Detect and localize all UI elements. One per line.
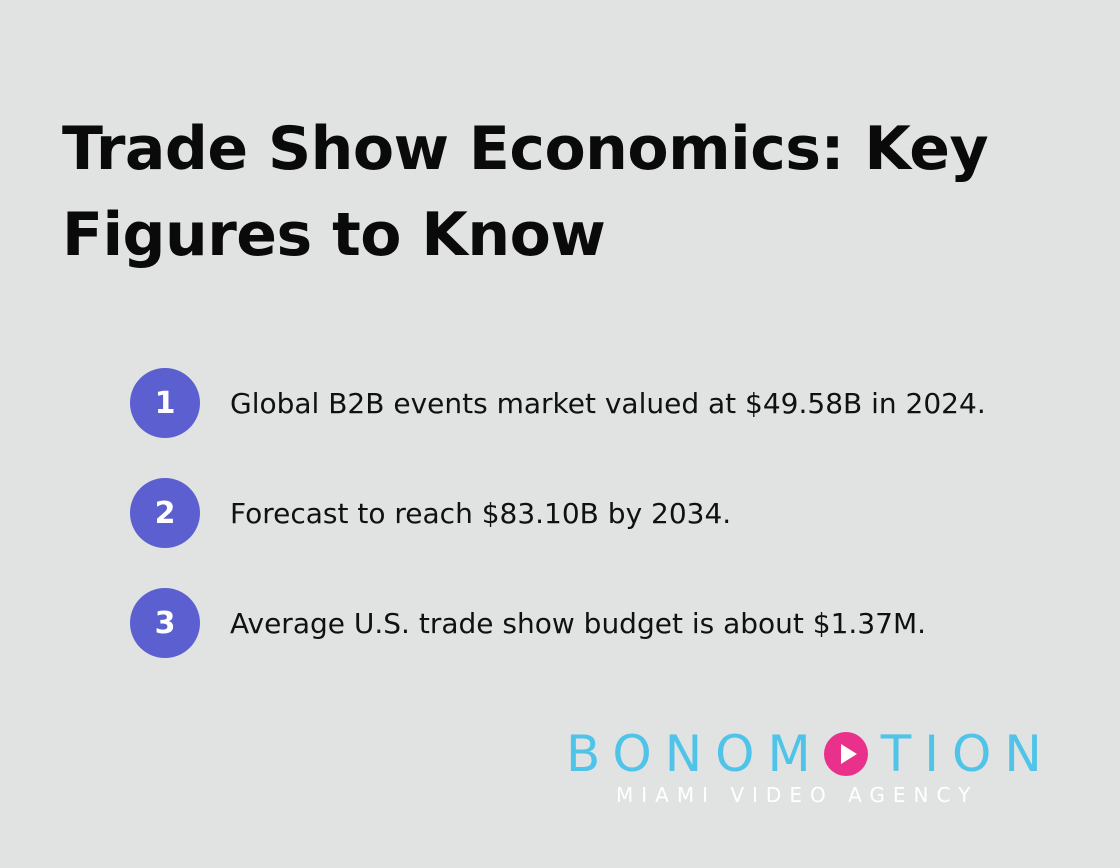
page-title: Trade Show Economics: Key Figures to Kno… bbox=[62, 114, 989, 270]
brand-logo: BONOM TION MIAMI VIDEO AGENCY bbox=[566, 728, 1056, 812]
number-badge: 2 bbox=[130, 478, 200, 548]
number-badge: 1 bbox=[130, 368, 200, 438]
logo-tagline: MIAMI VIDEO AGENCY bbox=[616, 783, 979, 807]
list-item: 3 Average U.S. trade show budget is abou… bbox=[130, 588, 926, 658]
play-circle-icon bbox=[823, 732, 868, 776]
list-item-text: Forecast to reach $83.10B by 2034. bbox=[230, 496, 732, 530]
logo-word-end: TION bbox=[880, 725, 1055, 783]
list-item-text: Global B2B events market valued at $49.5… bbox=[230, 386, 986, 420]
logo-word-start: BONOM bbox=[566, 725, 824, 783]
number-badge: 3 bbox=[130, 588, 200, 658]
logo-wordmark: BONOM TION bbox=[566, 728, 1055, 780]
list-item-text: Average U.S. trade show budget is about … bbox=[230, 606, 927, 640]
list-item: 2 Forecast to reach $83.10B by 2034. bbox=[130, 478, 731, 548]
list-item: 1 Global B2B events market valued at $49… bbox=[130, 368, 986, 438]
